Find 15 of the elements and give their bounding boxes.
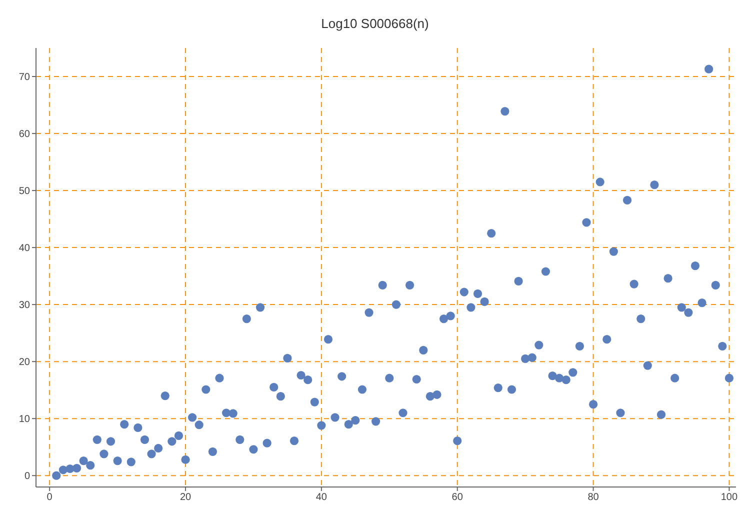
x-tick-label: 80 (588, 492, 600, 504)
y-tick-label: 0 (24, 471, 30, 482)
y-tick-label: 50 (18, 186, 30, 198)
y-tick-label: 40 (18, 243, 30, 254)
chart-title: Log10 S000668(n) (320, 15, 430, 33)
y-tick-label: 30 (18, 300, 30, 312)
y-tick-label: 10 (18, 414, 30, 426)
x-tick-label: 0 (46, 492, 53, 504)
y-tick-label: 60 (18, 129, 30, 140)
y-tick-label: 70 (18, 72, 30, 84)
x-tick-label: 100 (720, 492, 738, 504)
x-tick-label: 20 (180, 492, 192, 504)
y-tick-label: 20 (18, 357, 30, 368)
x-tick-label: 40 (316, 492, 328, 504)
x-tick-label: 60 (452, 492, 464, 504)
